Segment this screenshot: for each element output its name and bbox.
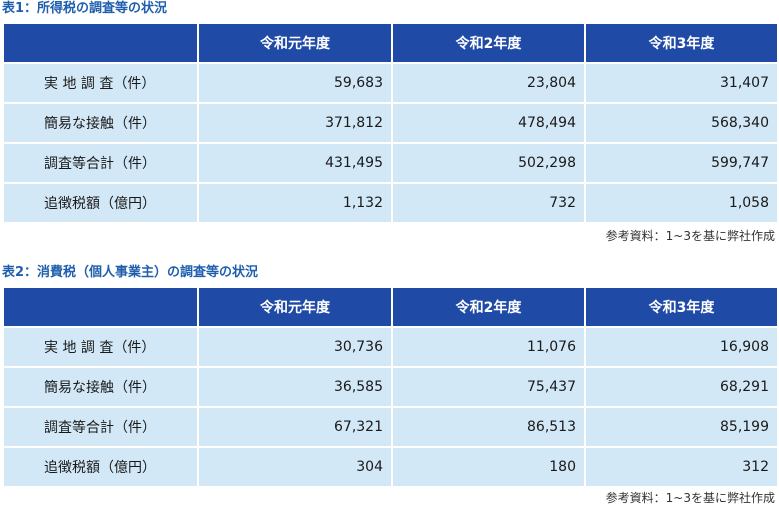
table-cell: 478,494 (391, 102, 586, 144)
table-row: 調査等合計（件） 431,495 502,298 599,747 (2, 142, 779, 184)
header-reiwa-3: 令和3年度 (584, 286, 779, 328)
row-label: 追徴税額（億円） (2, 182, 199, 224)
table-cell: 23,804 (391, 62, 586, 104)
table-2-source-note: 参考資料：1~3を基に弊社作成 (605, 491, 775, 505)
table-cell: 75,437 (391, 366, 586, 408)
table-row: 簡易な接触（件） 371,812 478,494 568,340 (2, 102, 779, 144)
table-2-title: 表2：消費税（個人事業主）の調査等の状況 (2, 265, 259, 280)
row-label: 追徴税額（億円） (2, 446, 199, 488)
table-cell: 30,736 (197, 326, 393, 368)
row-label: 実 地 調 査（件） (2, 62, 199, 104)
table-cell: 16,908 (584, 326, 779, 368)
row-label: 簡易な接触（件） (2, 102, 199, 144)
row-label: 簡易な接触（件） (2, 366, 199, 408)
table-cell: 568,340 (584, 102, 779, 144)
header-reiwa-2: 令和2年度 (391, 22, 586, 64)
header-reiwa-3: 令和3年度 (584, 22, 779, 64)
table-cell: 1,132 (197, 182, 393, 224)
table-cell: 36,585 (197, 366, 393, 408)
table-cell: 180 (391, 446, 586, 488)
table-row: 簡易な接触（件） 36,585 75,437 68,291 (2, 366, 779, 408)
table-cell: 68,291 (584, 366, 779, 408)
row-label: 調査等合計（件） (2, 406, 199, 448)
header-reiwa-1: 令和元年度 (197, 22, 393, 64)
consumption-tax-table: 令和元年度 令和2年度 令和3年度 実 地 調 査（件） 30,736 11,0… (2, 286, 779, 488)
table-cell: 59,683 (197, 62, 393, 104)
table-cell: 11,076 (391, 326, 586, 368)
header-reiwa-1: 令和元年度 (197, 286, 393, 328)
table-cell: 1,058 (584, 182, 779, 224)
header-corner-cell (2, 286, 199, 328)
table-cell: 67,321 (197, 406, 393, 448)
table-cell: 31,407 (584, 62, 779, 104)
income-tax-table: 令和元年度 令和2年度 令和3年度 実 地 調 査（件） 59,683 23,8… (2, 22, 779, 224)
table-row: 調査等合計（件） 67,321 86,513 85,199 (2, 406, 779, 448)
table-row: 追徴税額（億円） 304 180 312 (2, 446, 779, 488)
table-cell: 599,747 (584, 142, 779, 184)
table-header-row: 令和元年度 令和2年度 令和3年度 (2, 22, 779, 64)
table-cell: 502,298 (391, 142, 586, 184)
table-cell: 312 (584, 446, 779, 488)
table-1-title: 表1：所得税の調査等の状況 (2, 1, 168, 16)
table-row: 実 地 調 査（件） 30,736 11,076 16,908 (2, 326, 779, 368)
header-corner-cell (2, 22, 199, 64)
row-label: 調査等合計（件） (2, 142, 199, 184)
row-label: 実 地 調 査（件） (2, 326, 199, 368)
table-cell: 304 (197, 446, 393, 488)
table-cell: 86,513 (391, 406, 586, 448)
table-cell: 431,495 (197, 142, 393, 184)
table-cell: 85,199 (584, 406, 779, 448)
table-row: 実 地 調 査（件） 59,683 23,804 31,407 (2, 62, 779, 104)
table-header-row: 令和元年度 令和2年度 令和3年度 (2, 286, 779, 328)
header-reiwa-2: 令和2年度 (391, 286, 586, 328)
table-row: 追徴税額（億円） 1,132 732 1,058 (2, 182, 779, 224)
table-cell: 371,812 (197, 102, 393, 144)
table-1-source-note: 参考資料：1~3を基に弊社作成 (605, 229, 775, 243)
table-cell: 732 (391, 182, 586, 224)
